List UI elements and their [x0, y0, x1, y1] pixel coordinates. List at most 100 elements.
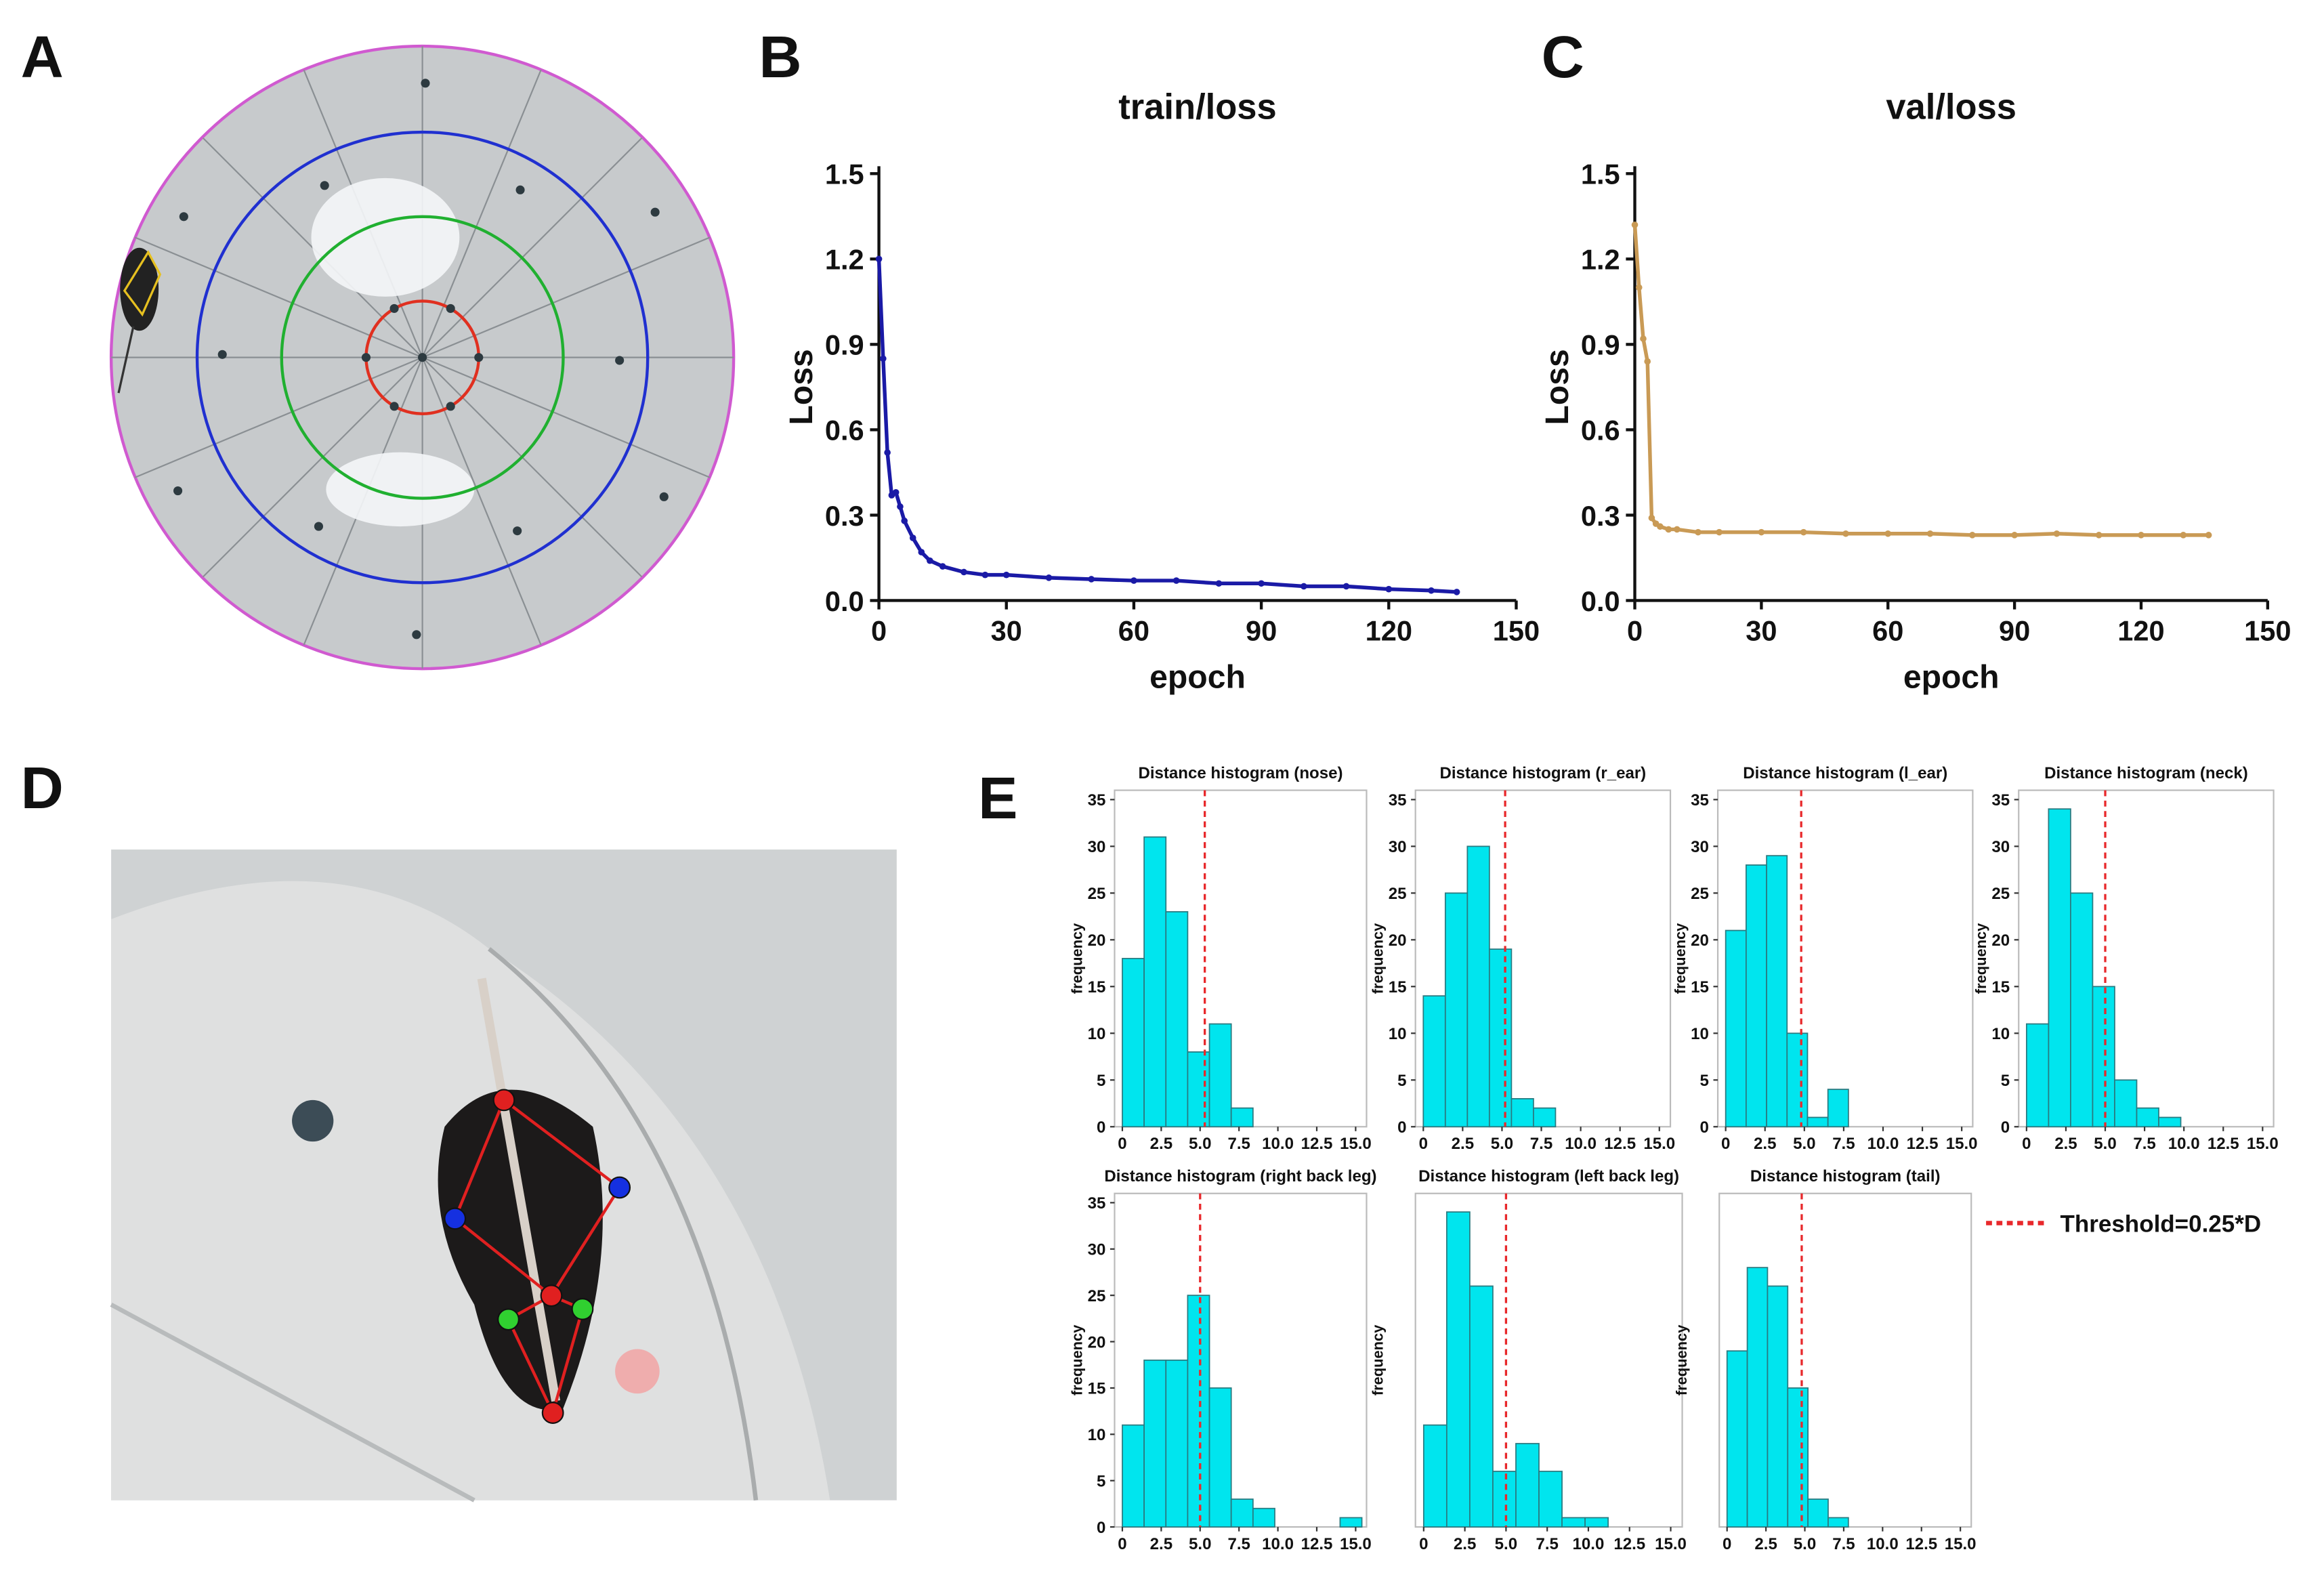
- x-tick-label: 5.0: [1189, 1535, 1211, 1553]
- loss-point: [960, 568, 967, 576]
- y-tick-label: 30: [1991, 838, 2010, 856]
- loss-point: [1002, 571, 1010, 579]
- y-tick-label: 0.0: [825, 585, 864, 617]
- loss-point: [1800, 528, 1807, 536]
- x-tick-label: 15.0: [1340, 1535, 1372, 1553]
- y-tick-label: 0: [1097, 1118, 1105, 1137]
- x-tick-label: 12.5: [2207, 1135, 2239, 1153]
- x-tick-label: 15.0: [1643, 1135, 1675, 1153]
- loss-point: [939, 563, 946, 570]
- x-tick-label: 60: [1872, 615, 1903, 647]
- x-tick-label: 10.0: [1573, 1535, 1605, 1553]
- histogram-bar: [1786, 1032, 1809, 1128]
- histogram-bar: [1444, 892, 1469, 1128]
- x-tick-label: 15.0: [1340, 1135, 1372, 1153]
- y-tick-label: 25: [1088, 1287, 1106, 1305]
- histogram-bar: [1466, 845, 1490, 1128]
- loss-point: [1644, 358, 1651, 365]
- loss-point: [1657, 523, 1664, 530]
- histogram-bar: [1533, 1107, 1557, 1128]
- x-tick-label: 2.5: [1150, 1135, 1172, 1153]
- y-tick-label: 0.9: [825, 329, 864, 361]
- loss-point: [1301, 583, 1307, 590]
- histogram-bar: [1746, 1267, 1769, 1528]
- y-tick-label: 30: [1691, 838, 1709, 856]
- loss-point: [1884, 530, 1892, 537]
- y-tick-label: 10: [1389, 1025, 1407, 1043]
- x-tick-label: 10.0: [1867, 1135, 1899, 1153]
- y-axis-label: frequency: [1370, 923, 1387, 994]
- y-tick-label: 30: [1389, 838, 1407, 856]
- panel-label: E: [978, 765, 1017, 831]
- x-tick-label: 7.5: [1832, 1135, 1855, 1153]
- histogram-bar: [1767, 1285, 1789, 1528]
- histogram-bar: [1827, 1089, 1849, 1128]
- histogram-bar: [1561, 1517, 1586, 1528]
- histogram-bar: [1807, 1498, 1829, 1528]
- x-tick-label: 12.5: [1905, 1535, 1937, 1553]
- loss-point: [981, 571, 989, 579]
- histogram-bar: [1187, 1051, 1210, 1128]
- histogram-bar: [1725, 929, 1747, 1128]
- x-tick-label: 2.5: [1150, 1535, 1172, 1553]
- histogram-bar: [1165, 1360, 1189, 1528]
- x-tick-label: 5.0: [1495, 1535, 1517, 1553]
- histogram-bar: [1469, 1285, 1494, 1528]
- x-tick-label: 5.0: [2094, 1135, 2116, 1153]
- chart-title: Distance histogram (r_ear): [1439, 764, 1646, 782]
- x-tick-label: 7.5: [1227, 1535, 1250, 1553]
- x-tick-label: 5.0: [1794, 1535, 1816, 1553]
- y-tick-label: 5: [1397, 1072, 1406, 1090]
- x-tick-label: 15.0: [2247, 1135, 2279, 1153]
- y-tick-label: 30: [1088, 838, 1106, 856]
- y-tick-label: 10: [1691, 1025, 1709, 1043]
- panel-label: D: [21, 755, 64, 821]
- chart-title: train/loss: [1118, 87, 1276, 127]
- y-tick-label: 15: [1088, 978, 1106, 996]
- x-tick-label: 0: [1118, 1535, 1126, 1553]
- x-tick-label: 12.5: [1613, 1535, 1645, 1553]
- histogram-bar: [2158, 1116, 2182, 1128]
- y-tick-label: 5: [1097, 1072, 1105, 1090]
- x-tick-label: 2.5: [2054, 1135, 2077, 1153]
- loss-point: [1695, 528, 1702, 536]
- x-tick-label: 90: [1999, 615, 2030, 647]
- x-tick-label: 2.5: [1754, 1535, 1777, 1553]
- y-tick-label: 20: [1991, 931, 2010, 950]
- y-tick-label: 5: [1700, 1072, 1709, 1090]
- loss-point: [1665, 526, 1672, 533]
- histogram-bar: [1584, 1517, 1609, 1528]
- y-tick-label: 0: [1397, 1118, 1406, 1137]
- x-tick-label: 0: [1723, 1535, 1731, 1553]
- x-tick-label: 120: [1366, 615, 1412, 647]
- x-tick-label: 120: [2117, 615, 2164, 647]
- loss-point: [1343, 583, 1350, 590]
- chart-title: Distance histogram (right back leg): [1104, 1167, 1376, 1185]
- histogram-bar: [1230, 1107, 1254, 1128]
- loss-point: [1088, 576, 1095, 583]
- y-tick-label: 20: [1088, 931, 1106, 950]
- y-tick-label: 20: [1691, 931, 1709, 950]
- x-tick-label: 5.0: [1491, 1135, 1513, 1153]
- y-axis-label: frequency: [1068, 923, 1085, 994]
- chart-title: Distance histogram (neck): [2044, 764, 2248, 782]
- y-tick-label: 10: [1991, 1025, 2010, 1043]
- loss-point: [2095, 532, 2103, 539]
- histogram-bar: [2092, 986, 2115, 1128]
- loss-point: [927, 557, 933, 564]
- x-tick-label: 90: [1246, 615, 1277, 647]
- x-tick-label: 7.5: [1530, 1135, 1552, 1153]
- histogram-bar: [1143, 836, 1167, 1128]
- histogram-bar: [2114, 1079, 2138, 1128]
- y-axis-label: frequency: [1068, 1324, 1085, 1395]
- panel-label: B: [759, 24, 801, 90]
- x-tick-label: 12.5: [1907, 1135, 1939, 1153]
- loss-point: [1428, 587, 1435, 594]
- x-axis-label: epoch: [1149, 659, 1246, 696]
- y-tick-label: 0: [1097, 1519, 1105, 1537]
- histogram-bar: [1339, 1517, 1363, 1528]
- histogram-bar: [1827, 1517, 1849, 1528]
- histogram-bar: [1252, 1507, 1275, 1528]
- chart-title: Distance histogram (tail): [1750, 1167, 1941, 1185]
